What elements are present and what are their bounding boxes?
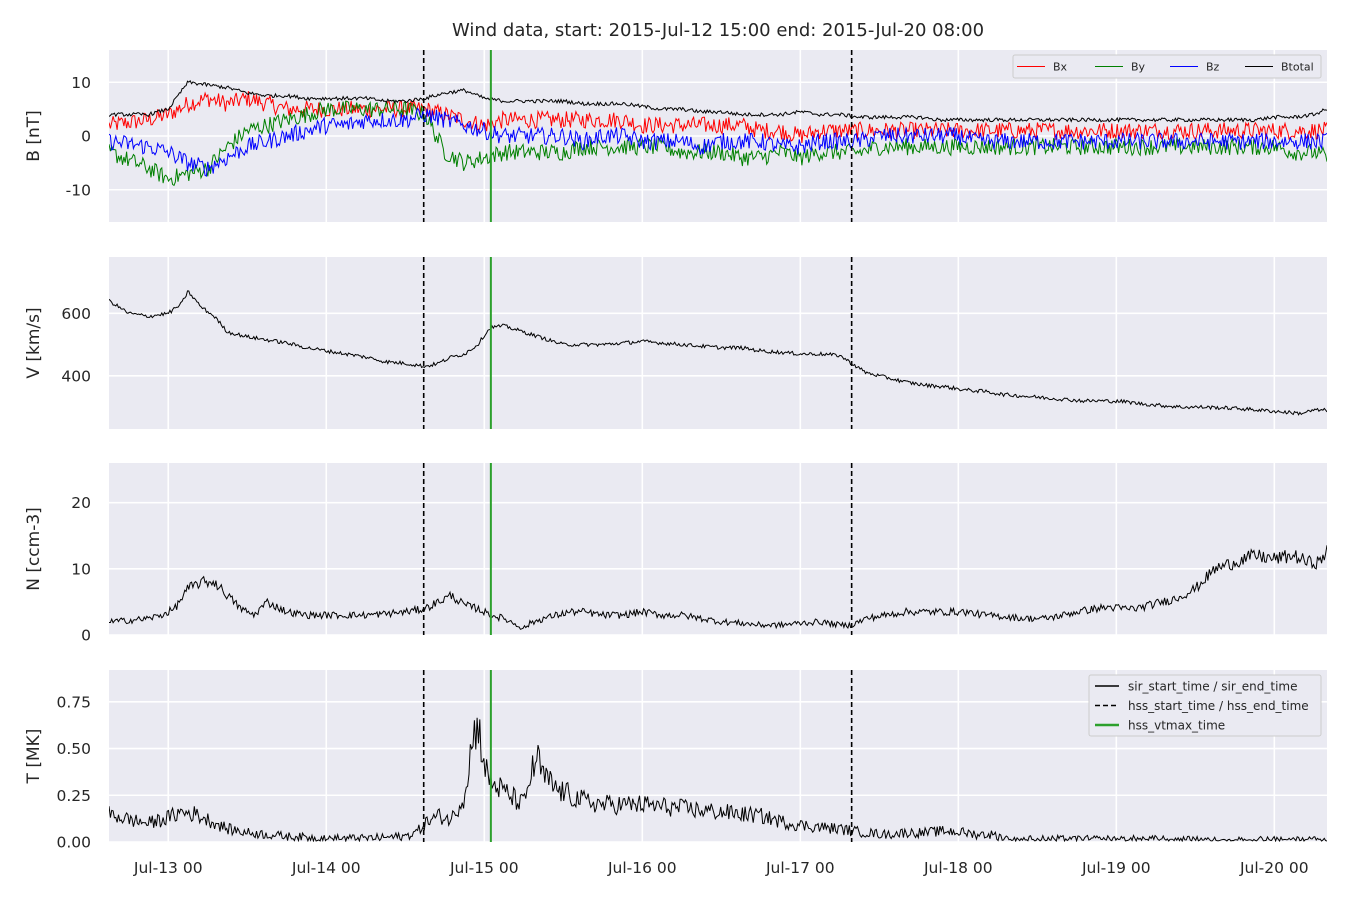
y-axis-label: B [nT] (24, 110, 44, 162)
y-tick-label: 0.50 (56, 740, 91, 758)
legend-frame (1088, 674, 1322, 737)
series-line-bz (109, 107, 1327, 177)
panel-v: 400 600 V [km/s] (24, 257, 1327, 429)
legend-events: sir_start_time / sir_end_time hss_start_t… (1088, 674, 1322, 737)
panel-n: 0 10 20 N [ccm-3] (24, 463, 1327, 645)
series-line-btotal (109, 79, 1327, 123)
plot-area-n (109, 463, 1327, 635)
legend-label-bx: Bx (1053, 61, 1068, 74)
legend-label-1: hss_start_time / hss_end_time (1128, 699, 1309, 713)
legend-b: Bx By Bz Btotal (1012, 54, 1322, 79)
legend-label-btotal: Btotal (1281, 61, 1314, 74)
y-tick-label: 0.00 (56, 834, 91, 852)
x-tick-label: Jul-18 00 (923, 859, 993, 877)
panel-t: 0.00 0.25 0.50 0.75 T [MK] sir_start_time / s… (24, 670, 1327, 877)
panel-b: -10 0 10 B [nT] Bx By Bz Btotal (24, 50, 1327, 222)
y-axis-label: T [MK] (24, 729, 44, 785)
y-tick-label: 600 (61, 305, 91, 323)
x-tick-label: Jul-16 00 (607, 859, 677, 877)
series-group (109, 717, 1327, 842)
x-tick-label: Jul-13 00 (133, 859, 203, 877)
chart-title: Wind data, start: 2015-Jul-12 15:00 end:… (452, 20, 984, 41)
series-line-v (109, 290, 1327, 416)
legend-label-by: By (1131, 61, 1146, 74)
legend-frame (1012, 54, 1322, 79)
series-line-bx (109, 91, 1327, 143)
y-tick-label: -10 (66, 181, 91, 199)
series-line-t (109, 717, 1327, 842)
y-tick-label: 20 (71, 494, 91, 512)
x-tick-label: Jul-15 00 (449, 859, 519, 877)
y-tick-label: 10 (71, 74, 91, 92)
series-line-by (109, 99, 1327, 187)
y-tick-label: 0 (81, 627, 91, 645)
y-tick-label: 0.25 (56, 787, 91, 805)
x-tick-label: Jul-17 00 (765, 859, 835, 877)
y-tick-label: 400 (61, 367, 91, 385)
y-tick-label: 0 (81, 128, 91, 146)
y-tick-label: 10 (71, 560, 91, 578)
x-tick-label: Jul-19 00 (1081, 859, 1151, 877)
plot-area-v (109, 257, 1327, 429)
y-axis-label: V [km/s] (24, 307, 44, 378)
x-tick-label: Jul-20 00 (1239, 859, 1309, 877)
legend-label-0: sir_start_time / sir_end_time (1128, 680, 1298, 694)
legend-label-2: hss_vtmax_time (1128, 719, 1225, 733)
series-group (109, 545, 1327, 630)
series-group (109, 79, 1327, 187)
legend-label-bz: Bz (1206, 61, 1220, 74)
x-tick-label: Jul-14 00 (291, 859, 361, 877)
series-line-n (109, 545, 1327, 630)
series-group (109, 290, 1327, 416)
y-tick-label: 0.75 (56, 693, 91, 711)
y-axis-label: N [ccm-3] (24, 507, 44, 591)
